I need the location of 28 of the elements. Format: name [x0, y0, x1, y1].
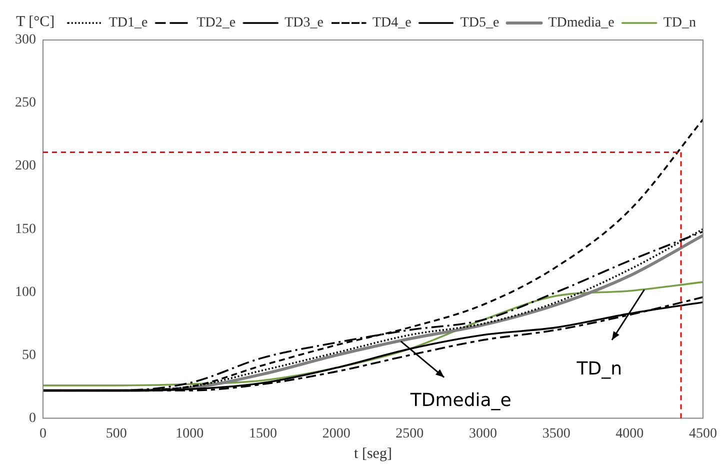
x-tick-label: 2000	[322, 426, 350, 442]
x-tick-label: 1500	[249, 426, 277, 442]
x-tick-label: 4500	[689, 426, 717, 442]
legend-label: TD4_e	[372, 16, 412, 31]
y-tick-label: 150	[15, 222, 36, 237]
x-tick-label: 1000	[176, 426, 204, 442]
y-axis-title: T [°C]	[16, 14, 55, 30]
y-tick-label: 250	[15, 96, 36, 111]
y-tick-label: 200	[15, 158, 36, 174]
x-tick-label: 3500	[542, 426, 570, 442]
legend-label: TD1_e	[108, 16, 148, 31]
legend-label: TDmedia_e	[548, 16, 614, 31]
x-tick-label: 500	[106, 426, 127, 442]
legend-label: TD2_e	[196, 16, 236, 31]
legend-label: TD_n	[663, 16, 696, 31]
x-tick-label: 0	[40, 426, 46, 442]
y-tick-label: 300	[15, 32, 36, 48]
y-tick-label: 0	[29, 410, 36, 426]
legend-label: TD3_e	[284, 16, 324, 31]
annotation: TDmedia_e	[409, 390, 512, 411]
x-tick-label: 4000	[616, 426, 644, 442]
x-axis-title: t [seg]	[354, 446, 392, 462]
x-tick-label: 2500	[396, 426, 424, 442]
y-tick-label: 50	[22, 348, 36, 363]
x-tick-label: 3000	[469, 426, 497, 442]
annotation: TD_n	[576, 358, 622, 380]
legend-label: TD5_e	[460, 16, 500, 31]
y-tick-label: 100	[15, 284, 36, 300]
